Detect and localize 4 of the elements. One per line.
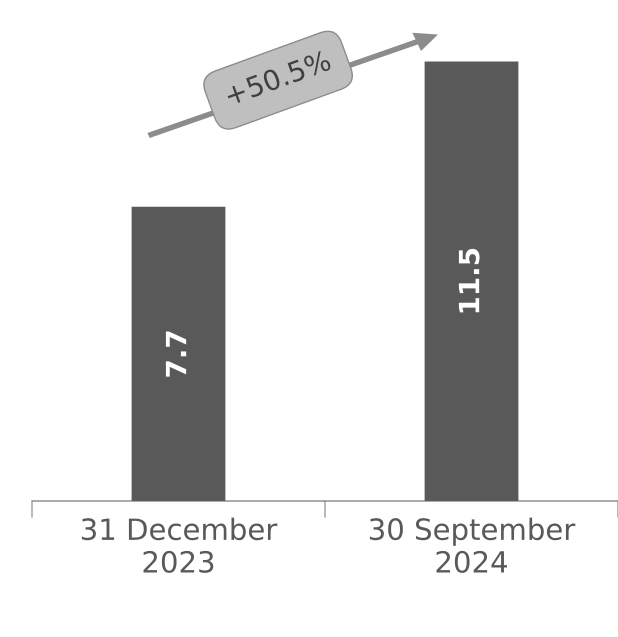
- data-label: 11.5: [458, 248, 480, 312]
- x-tick-label: 31 December 2023: [82, 518, 278, 573]
- x-tick-label: 30 September 2024: [370, 518, 576, 573]
- data-label: 7.7: [166, 331, 186, 377]
